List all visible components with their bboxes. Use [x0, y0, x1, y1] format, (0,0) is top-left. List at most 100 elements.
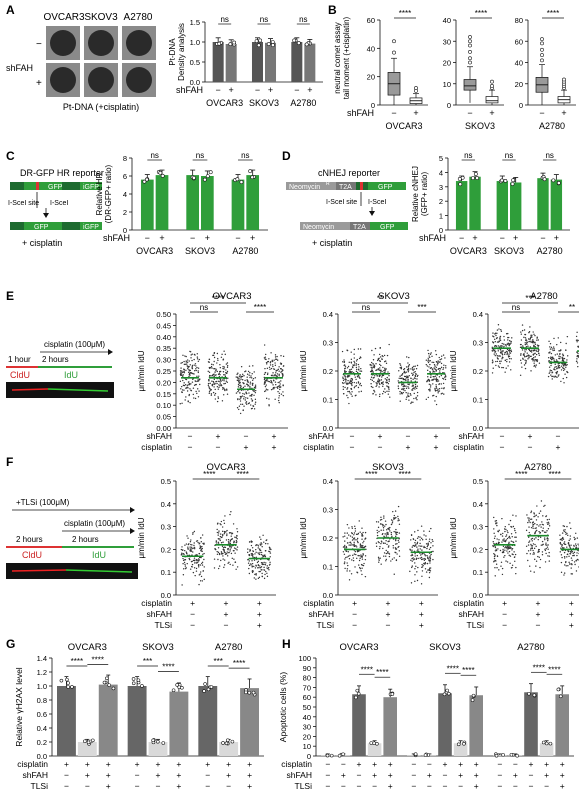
dot	[361, 556, 363, 558]
y-axis-label: Apoptotic cells (%)	[278, 672, 288, 743]
dot	[220, 356, 223, 359]
dot	[398, 532, 401, 534]
dot	[496, 332, 498, 335]
dot	[563, 572, 566, 574]
dot	[503, 540, 505, 543]
dot	[500, 360, 502, 362]
y-tick-label: 0.6	[37, 710, 47, 719]
dot	[402, 383, 405, 385]
dot	[230, 545, 232, 548]
dot	[405, 356, 408, 358]
dot	[570, 544, 572, 546]
y-tick-label: 1	[439, 212, 443, 221]
dot	[193, 567, 196, 569]
data-point	[527, 691, 531, 696]
dot	[343, 364, 345, 367]
dot	[224, 553, 227, 556]
dot	[277, 368, 280, 371]
dot	[429, 356, 431, 359]
dot	[429, 555, 431, 557]
condition-sign: +	[560, 781, 565, 791]
dot	[511, 553, 513, 555]
dot	[534, 527, 536, 530]
dot	[213, 567, 216, 569]
dot	[493, 542, 495, 545]
dot	[500, 330, 503, 332]
dot	[272, 379, 275, 381]
dot	[180, 370, 182, 372]
bar	[198, 686, 218, 756]
dot	[496, 567, 498, 569]
dot	[216, 370, 218, 373]
dot	[236, 407, 239, 409]
y-tick-label: 0.0	[323, 424, 333, 433]
dot	[244, 399, 246, 401]
dot	[386, 376, 388, 379]
dot	[548, 525, 551, 527]
dot	[545, 552, 547, 555]
dot	[534, 356, 536, 358]
dot	[563, 541, 566, 543]
dot	[576, 358, 578, 360]
dot	[192, 547, 195, 549]
dot	[348, 557, 351, 560]
dot	[402, 389, 405, 391]
condition-sign: +	[190, 598, 195, 608]
dot	[217, 388, 220, 390]
dot	[395, 533, 397, 535]
dot	[557, 366, 560, 368]
dot	[214, 383, 216, 385]
dot	[210, 394, 213, 396]
dot	[501, 567, 504, 570]
dot	[541, 521, 543, 523]
dot	[378, 547, 381, 550]
condition-sign: −	[64, 781, 69, 791]
y-tick-label: 1.0	[37, 682, 47, 691]
dot	[506, 546, 509, 548]
dot	[573, 538, 576, 541]
dot	[216, 400, 219, 403]
condition-sign: +	[536, 609, 541, 619]
dot	[502, 532, 504, 535]
condition-sign: +	[159, 233, 164, 243]
dot	[225, 539, 228, 541]
dot	[247, 402, 250, 405]
dot	[373, 389, 375, 392]
dot	[214, 544, 216, 547]
dot	[538, 548, 540, 551]
condition-sign: −	[357, 781, 362, 791]
dot	[346, 568, 349, 570]
dot	[346, 388, 348, 390]
dot	[352, 557, 355, 559]
dot	[282, 391, 284, 393]
dot	[254, 553, 256, 555]
dot	[508, 536, 510, 539]
dot	[271, 360, 274, 363]
y-tick-label: 0.00	[156, 424, 171, 433]
dot	[529, 570, 532, 572]
dot	[445, 365, 447, 367]
dot	[364, 545, 367, 548]
dot	[405, 379, 407, 382]
dot	[395, 528, 397, 531]
y-tick-label: 80	[303, 674, 311, 683]
dot	[570, 550, 573, 552]
dot	[219, 533, 222, 535]
dot	[508, 547, 510, 550]
dot	[184, 399, 186, 401]
dot	[566, 335, 569, 338]
dot	[506, 360, 508, 363]
y-tick-label: 20	[367, 73, 375, 82]
dot	[356, 537, 359, 540]
dot	[281, 372, 283, 375]
dot	[189, 372, 191, 374]
condition-sign: −	[255, 85, 260, 95]
dot	[354, 539, 356, 541]
dot	[530, 543, 532, 546]
dot	[514, 536, 516, 538]
dot	[434, 375, 437, 377]
dot	[229, 550, 231, 552]
dot	[537, 516, 539, 518]
dot	[563, 362, 565, 365]
dot	[254, 387, 257, 389]
